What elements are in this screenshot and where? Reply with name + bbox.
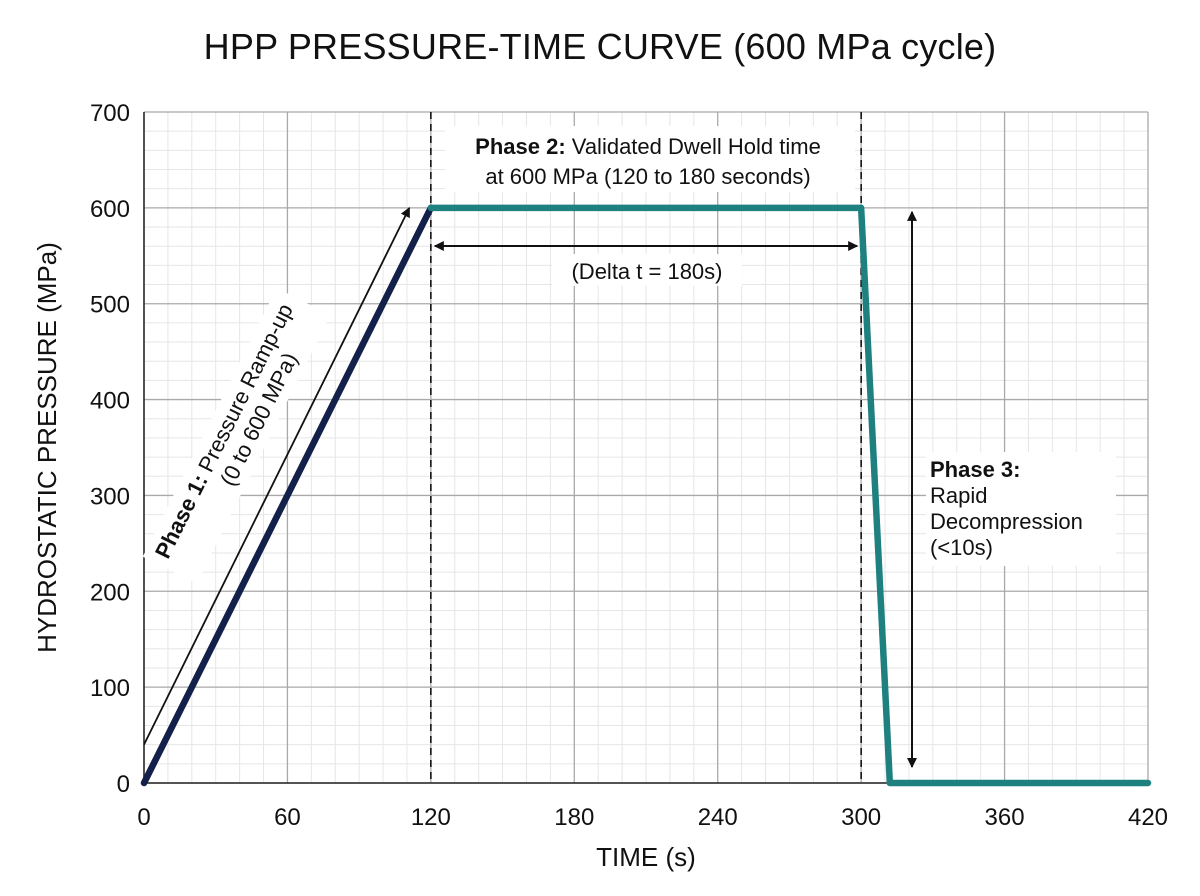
tick-labels: 0 60 120 180 240 300 360 420 0 100 200 300 400 500 600… [90, 100, 1168, 831]
phase3-line2: Decompression [930, 509, 1083, 534]
phase2-label-bg [445, 126, 855, 192]
phase2-sub: at 600 MPa (120 to 180 seconds) [485, 164, 810, 189]
y-tick-label: 200 [90, 579, 130, 606]
phase3-line1: Rapid [930, 483, 987, 508]
x-axis-label: TIME (s) [596, 842, 696, 872]
delta-label: (Delta t = 180s) [571, 259, 722, 284]
x-tick-label: 300 [841, 804, 881, 831]
y-tick-label: 500 [90, 292, 130, 319]
y-tick-label: 400 [90, 388, 130, 415]
chart-title: HPP PRESSURE-TIME CURVE (600 MPa cycle) [203, 26, 997, 67]
x-tick-label: 360 [985, 804, 1025, 831]
y-tick-label: 100 [90, 675, 130, 702]
annotations: Phase 1: Pressure Ramp-up(0 to 600 MPa) P… [142, 126, 1116, 768]
x-tick-label: 60 [274, 804, 301, 831]
phase1-label: Phase 1: Pressure Ramp-up(0 to 600 MPa) [142, 288, 331, 584]
x-tick-label: 120 [411, 804, 451, 831]
phase1-arrow [143, 206, 411, 746]
y-tick-label: 300 [90, 483, 130, 510]
y-tick-label: 0 [117, 771, 130, 798]
y-axis-label: HYDROSTATIC PRESSURE (MPa) [32, 242, 62, 653]
series-lines [140, 204, 1152, 787]
y-tick-label: 700 [90, 100, 130, 127]
phase3-line3: (<10s) [930, 535, 993, 560]
phase2-label-line1: Phase 2: Validated Dwell Hold time [475, 134, 821, 159]
x-tick-label: 420 [1128, 804, 1168, 831]
phase3-label-bg [926, 452, 1116, 566]
phase1-label-bg [142, 288, 331, 584]
series-line-1 [140, 204, 435, 787]
y-tick-label: 600 [90, 196, 130, 223]
phase3-bold: Phase 3: [930, 457, 1021, 482]
x-tick-label: 0 [137, 804, 150, 831]
series-line-2 [427, 204, 1152, 787]
minor-grid [144, 112, 1148, 783]
x-tick-label: 180 [554, 804, 594, 831]
x-tick-label: 240 [698, 804, 738, 831]
phase2-text: Validated Dwell Hold time [566, 134, 821, 159]
delta-label-bg [552, 254, 742, 286]
phase2-bold: Phase 2: [475, 134, 566, 159]
